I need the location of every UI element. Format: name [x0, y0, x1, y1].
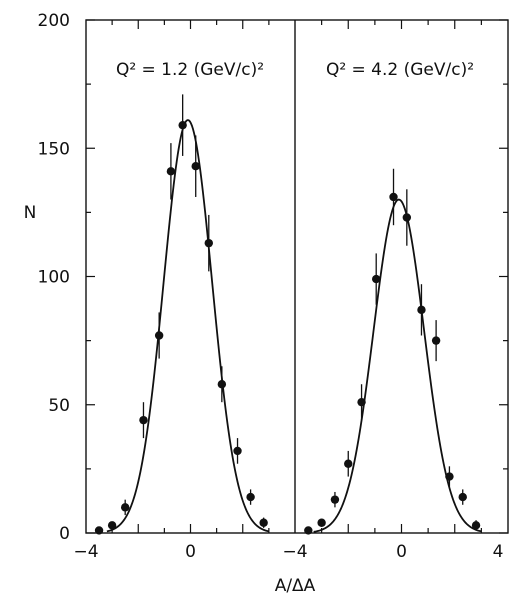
data-point	[94, 526, 104, 535]
x-tick-label: 4	[493, 542, 504, 562]
data-point	[417, 305, 426, 315]
data-point	[166, 167, 176, 176]
fit-curve-panel-2	[313, 198, 482, 533]
y-axis-title: N	[24, 203, 37, 223]
fit-curve-panel-1	[106, 119, 270, 533]
data-point	[139, 415, 148, 425]
x-tick-label: 0	[185, 542, 196, 562]
data-point	[233, 446, 242, 456]
data-point	[402, 213, 412, 222]
panel-2-label: Q² = 4.2 (GeV/c)²	[326, 60, 474, 80]
data-point	[445, 472, 454, 481]
y-tick-label: 150	[38, 139, 70, 159]
y-tick-label: 200	[38, 11, 70, 31]
x-tick-label: −4	[282, 542, 307, 562]
data-point	[120, 503, 130, 512]
data-point	[246, 492, 255, 502]
data-point	[372, 274, 381, 284]
y-tick-label: 100	[38, 268, 70, 288]
data-point	[191, 162, 200, 171]
data-point	[357, 397, 366, 407]
data-point	[330, 495, 340, 504]
x-axis-title: A/ΔA	[275, 576, 316, 596]
labels: N A/ΔA Q² = 1.2 (GeV/c)² Q² = 4.2 (GeV/c…	[24, 60, 474, 596]
x-tick-label: 0	[396, 542, 407, 562]
panel-1-label: Q² = 1.2 (GeV/c)²	[116, 60, 264, 80]
x-tick-label: −4	[73, 542, 98, 562]
data-point	[471, 521, 481, 530]
y-tick-label: 50	[48, 396, 70, 416]
data-point	[259, 518, 268, 527]
data-point	[344, 459, 353, 468]
data-point	[204, 238, 213, 248]
data-points	[94, 94, 481, 535]
data-point	[107, 521, 117, 530]
data-point	[217, 380, 227, 389]
data-point	[178, 120, 187, 130]
plot-frame	[85, 19, 509, 534]
y-tick-label: 0	[59, 524, 70, 544]
data-point	[458, 492, 467, 502]
data-point	[154, 331, 164, 340]
data-point	[317, 518, 326, 527]
data-point	[304, 526, 313, 535]
data-point	[431, 336, 441, 345]
data-point	[389, 192, 398, 202]
fit-curves	[106, 119, 482, 533]
